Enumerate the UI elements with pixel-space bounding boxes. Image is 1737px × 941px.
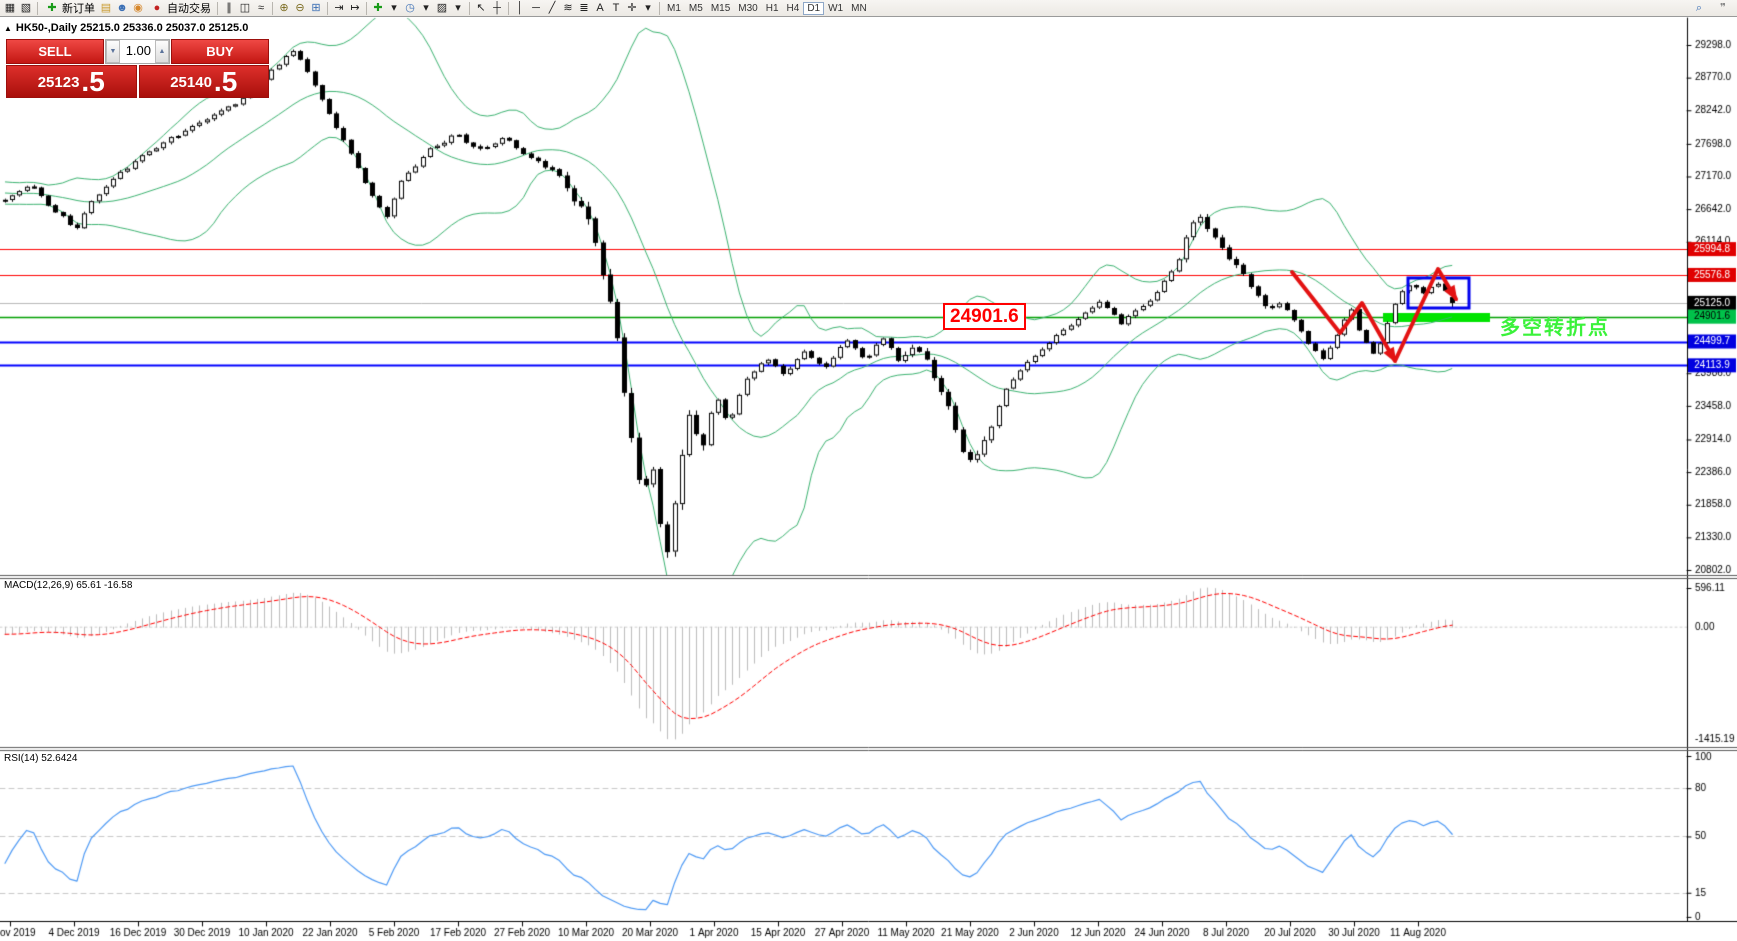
buy-button[interactable]: BUY [171,39,269,64]
crosshair-icon[interactable]: ┼ [493,1,501,14]
sell-price[interactable]: 25123 .5 [6,65,137,98]
new-chart-icon[interactable]: ▦ [4,1,16,14]
alerts-icon[interactable]: ◉ [133,1,143,14]
auto-trading-label: 自动交易 [167,3,211,15]
sell-price-frac: .5 [81,66,105,97]
text-label-icon[interactable]: T [612,1,620,14]
templates-icon[interactable]: ▨ [436,1,448,14]
caret-down-icon[interactable]: ▾ [423,1,429,14]
volume-down-button[interactable]: ▼ [106,40,120,63]
bar-chart-icon[interactable]: ∥ [226,1,232,14]
price-callout-24901: 24901.6 [943,303,1026,330]
market-watch-icon[interactable]: ▤ [100,1,112,14]
search-icon[interactable]: ⌕ [1695,1,1703,14]
new-order-icon: ✚ [47,1,57,14]
equidistant-channel-icon[interactable]: ≋ [563,1,573,14]
tab-timeframe-h1[interactable]: H1 [765,2,779,14]
separator [659,1,660,15]
separator [217,1,218,15]
tile-windows-icon[interactable]: ⊞ [311,1,321,14]
candlestick-chart-icon[interactable]: ◫ [239,1,251,14]
toolbar: ▦ ▧ ✚ 新订单 ▤ ☻ ◉ ● 自动交易 ∥ ◫ ≈ ⊕ ⊖ ⊞ ⇥ ↦ ✚… [0,0,1737,17]
navigator-icon[interactable]: ☻ [116,1,128,14]
one-click-trading-panel: SELL ▼ 1.00 ▲ BUY 25123 .5 25140 .5 [6,39,269,98]
profiles-icon[interactable]: ▧ [20,1,32,14]
tab-timeframe-m5[interactable]: M5 [688,2,703,14]
tab-timeframe-mn[interactable]: MN [851,2,867,14]
separator [469,1,470,15]
macd-label: MACD(12,26,9) 65.61 -16.58 [4,580,133,591]
zoom-in-icon[interactable]: ⊕ [279,1,289,14]
buy-price[interactable]: 25140 .5 [138,65,269,98]
separator [272,1,273,15]
volume-box: ▼ 1.00 ▲ [105,39,170,64]
volume-input[interactable]: 1.00 [125,43,151,58]
separator [327,1,328,15]
chart-title-text: HK50-,Daily 25215.0 25336.0 25037.0 2512… [15,22,249,34]
cursor-icon[interactable]: ↖ [476,1,486,14]
arrows-icon[interactable]: ✛ [627,1,637,14]
collapse-triangle-icon[interactable]: ▲ [4,24,12,33]
auto-trading-icon: ● [153,1,161,14]
tab-timeframe-m1[interactable]: M1 [667,2,681,14]
tab-timeframe-m30[interactable]: M30 [738,2,758,14]
sell-button[interactable]: SELL [6,39,104,64]
turning-point-label: 多空转折点 [1500,317,1610,339]
text-icon[interactable]: A [596,1,604,14]
chat-icon[interactable]: ❞ [1720,1,1726,14]
tab-timeframe-m15[interactable]: M15 [710,2,731,14]
sell-price-int: 25123 [37,74,80,91]
line-chart-icon[interactable]: ≈ [257,1,265,14]
horizontal-line-icon[interactable]: ─ [532,1,540,14]
separator [508,1,509,15]
new-order-button[interactable]: ✚ 新订单 [41,1,98,16]
fibonacci-icon[interactable]: ≣ [579,1,589,14]
separator [37,1,38,15]
chart-shift-icon[interactable]: ↦ [350,1,360,14]
tab-timeframe-h4[interactable]: H4 [786,2,800,14]
tab-timeframe-w1[interactable]: W1 [828,2,844,14]
caret-down-icon[interactable]: ▾ [391,1,397,14]
vertical-line-icon[interactable]: │ [516,1,524,14]
tab-timeframe-d1[interactable]: D1 [803,1,825,15]
buy-price-int: 25140 [170,74,212,91]
buy-price-frac: .5 [213,66,238,97]
auto-scroll-icon[interactable]: ⇥ [334,1,344,14]
new-order-label: 新订单 [62,3,95,15]
trendline-icon[interactable]: ╱ [548,1,556,14]
volume-up-button[interactable]: ▲ [155,40,169,63]
caret-down-icon[interactable]: ▾ [455,1,461,14]
separator [366,1,367,15]
zoom-out-icon[interactable]: ⊖ [295,1,305,14]
caret-down-icon[interactable]: ▾ [645,1,651,14]
indicators-icon[interactable]: ✚ [373,1,383,14]
rsi-label: RSI(14) 52.6424 [4,753,78,764]
chart-title: ▲ HK50-,Daily 25215.0 25336.0 25037.0 251… [4,22,248,34]
periods-clock-icon[interactable]: ◷ [405,1,415,14]
auto-trading-button[interactable]: ● 自动交易 [146,1,214,16]
